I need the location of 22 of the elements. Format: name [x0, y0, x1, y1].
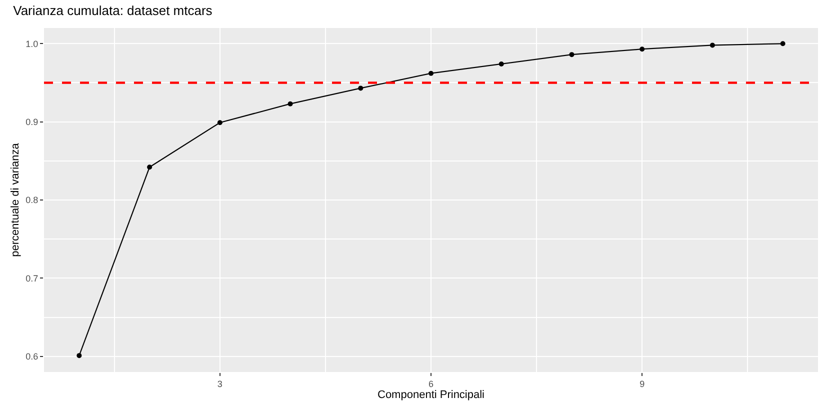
point [640, 46, 645, 52]
x-tick-label: 6 [428, 378, 434, 389]
y-tick-label: 1.0 [26, 38, 38, 49]
point [147, 164, 152, 170]
point [498, 61, 504, 66]
x-axis-title: Componenti Principali [378, 389, 484, 401]
point [217, 120, 222, 126]
point [288, 101, 293, 106]
y-tick-label: 0.7 [26, 273, 38, 284]
y-tick-label: 0.9 [26, 116, 38, 127]
point [569, 52, 574, 58]
x-tick-label: 9 [640, 378, 645, 389]
chart-title: Varianza cumulata: dataset mtcars [13, 3, 213, 18]
point [710, 42, 715, 48]
point [76, 353, 82, 358]
point [780, 41, 786, 46]
y-tick-label: 0.8 [26, 195, 38, 206]
y-axis-title: percentuale di varianza [9, 142, 22, 257]
x-tick-label: 3 [217, 378, 222, 389]
y-tick-label: 0.6 [26, 352, 38, 362]
point [358, 86, 364, 91]
point [428, 70, 434, 76]
